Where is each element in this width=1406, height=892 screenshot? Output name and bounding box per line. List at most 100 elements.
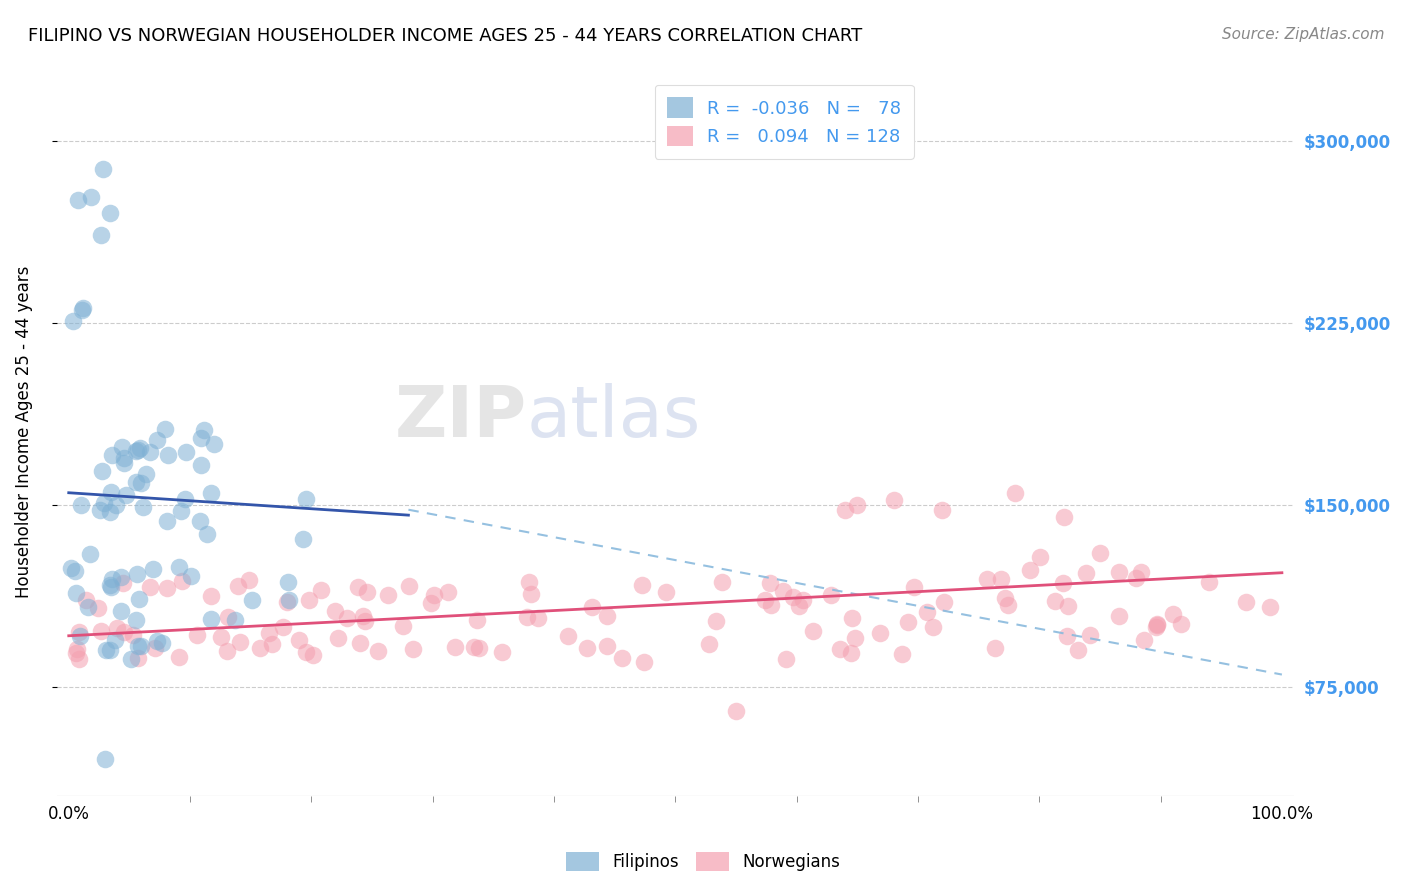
Norwegians [1129,565,1152,579]
Filipinos [90,464,112,478]
Filipinos [110,604,132,618]
Filipinos [66,193,89,207]
Norwegians [934,595,956,609]
Text: FILIPINO VS NORWEGIAN HOUSEHOLDER INCOME AGES 25 - 44 YEARS CORRELATION CHART: FILIPINO VS NORWEGIAN HOUSEHOLDER INCOME… [28,27,862,45]
Norwegians [229,634,252,648]
Norwegians [1108,565,1130,579]
Norwegians [1258,599,1281,614]
Norwegians [1080,628,1102,642]
Norwegians [869,626,891,640]
Norwegians [801,624,824,638]
Filipinos [277,574,299,589]
Norwegians [704,614,727,628]
Filipinos [167,559,190,574]
Filipinos [125,613,148,627]
Filipinos [193,423,215,437]
Filipinos [91,162,114,177]
Norwegians [302,648,325,662]
Norwegians [633,655,655,669]
Filipinos [128,441,150,455]
Norwegians [516,610,538,624]
Norwegians [259,626,281,640]
Norwegians [883,493,905,508]
Filipinos [89,503,111,517]
Filipinos [128,591,150,606]
Norwegians [420,596,443,610]
Filipinos [278,593,301,607]
Filipinos [180,569,202,583]
Norwegians [238,574,260,588]
Filipinos [60,561,83,575]
Filipinos [224,614,246,628]
Text: Source: ZipAtlas.com: Source: ZipAtlas.com [1222,27,1385,42]
Norwegians [1161,607,1184,621]
Norwegians [1108,608,1130,623]
Norwegians [1170,616,1192,631]
Norwegians [711,574,734,589]
Norwegians [463,640,485,654]
Filipinos [98,642,121,657]
Filipinos [70,302,93,317]
Filipinos [96,643,118,657]
Filipinos [80,190,103,204]
Norwegians [352,609,374,624]
Norwegians [724,704,747,718]
Norwegians [557,629,579,643]
Norwegians [423,588,446,602]
Norwegians [1133,632,1156,647]
Filipinos [98,505,121,519]
Norwegians [1146,618,1168,632]
Filipinos [131,476,153,491]
Filipinos [120,652,142,666]
Filipinos [173,491,195,506]
Norwegians [787,599,810,613]
Norwegians [465,613,488,627]
Legend: Filipinos, Norwegians: Filipinos, Norwegians [557,843,849,880]
Norwegians [1144,620,1167,634]
Filipinos [72,301,94,315]
Norwegians [976,572,998,586]
Norwegians [323,604,346,618]
Filipinos [62,314,84,328]
Filipinos [132,500,155,514]
Norwegians [1029,549,1052,564]
Filipinos [101,448,124,462]
Norwegians [349,636,371,650]
Norwegians [249,641,271,656]
Norwegians [997,598,1019,612]
Text: ZIP: ZIP [395,383,527,452]
Filipinos [69,498,91,512]
Norwegians [311,583,333,598]
Norwegians [828,642,851,657]
Filipinos [127,639,149,653]
Norwegians [276,595,298,609]
Filipinos [190,431,212,445]
Norwegians [167,650,190,665]
Filipinos [125,475,148,489]
Norwegians [127,651,149,665]
Norwegians [1198,575,1220,590]
Norwegians [922,620,945,634]
Filipinos [79,548,101,562]
Norwegians [200,590,222,604]
Norwegians [347,580,370,594]
Norwegians [754,592,776,607]
Norwegians [890,647,912,661]
Filipinos [93,495,115,509]
Norwegians [903,580,925,594]
Norwegians [105,621,128,635]
Filipinos [240,592,263,607]
Y-axis label: Householder Income Ages 25 - 44 years: Householder Income Ages 25 - 44 years [15,266,32,599]
Filipinos [150,636,173,650]
Norwegians [576,641,599,656]
Norwegians [519,587,541,601]
Norwegians [367,644,389,658]
Norwegians [156,581,179,595]
Norwegians [994,591,1017,605]
Norwegians [288,632,311,647]
Filipinos [146,433,169,447]
Norwegians [1057,599,1080,613]
Norwegians [122,627,145,641]
Norwegians [392,619,415,633]
Filipinos [146,633,169,648]
